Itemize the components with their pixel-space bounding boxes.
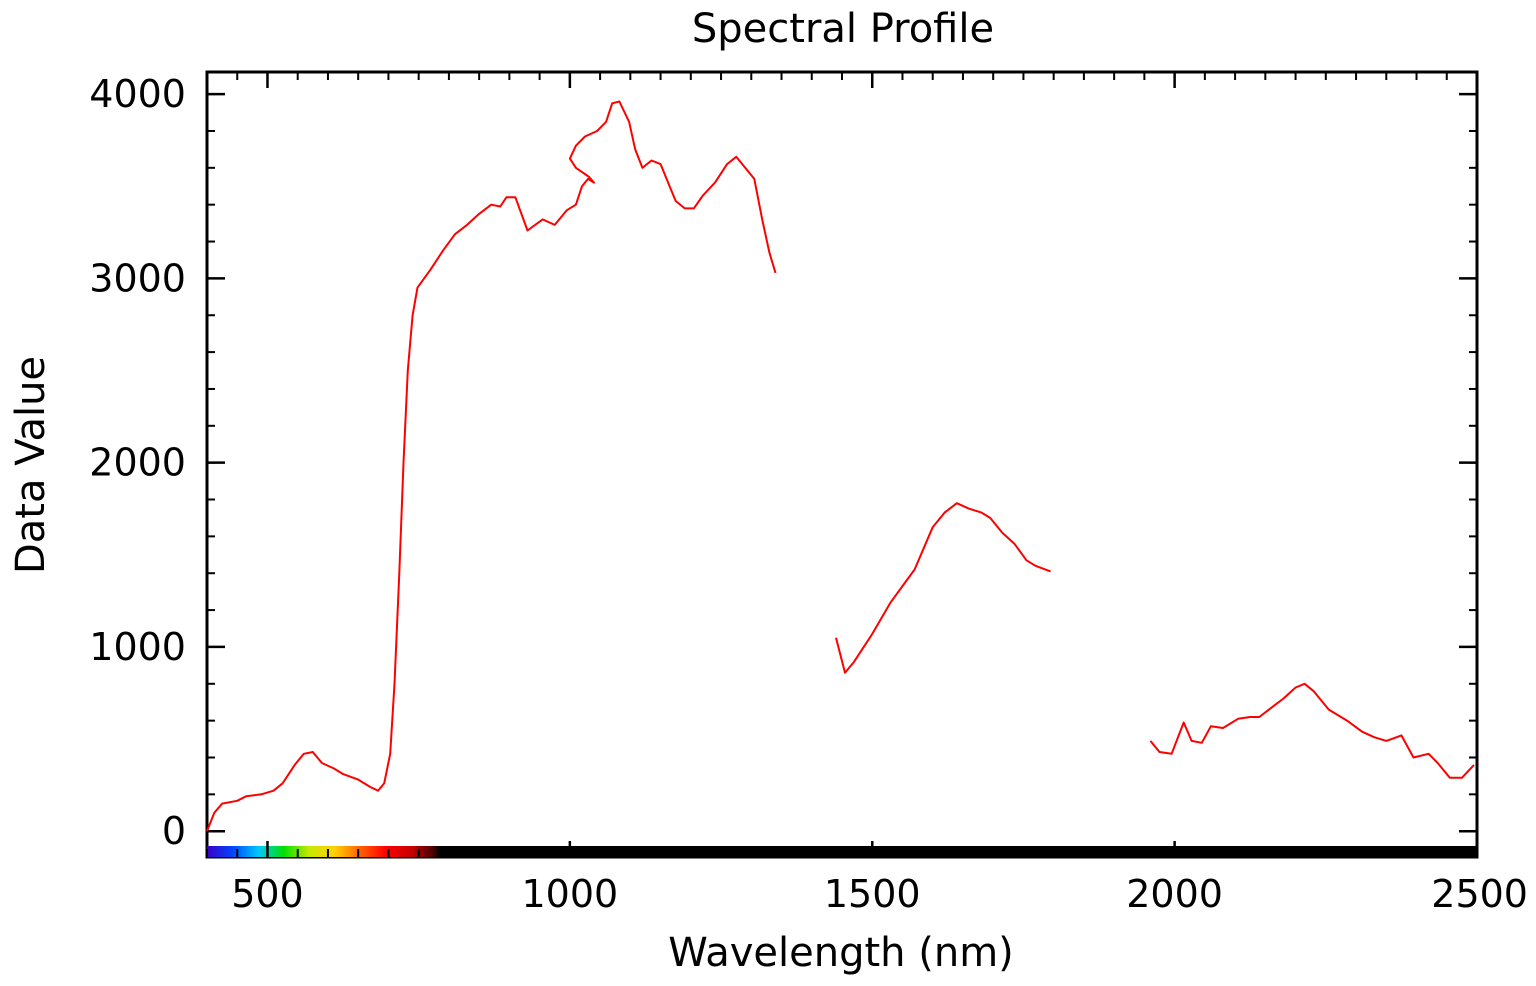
chart-title: Spectral Profile	[692, 6, 994, 52]
x-tick-label: 2500	[1431, 872, 1528, 916]
series-layer	[206, 100, 1475, 832]
y-tick-label: 4000	[89, 72, 186, 116]
x-tick-label: 1500	[824, 872, 921, 916]
series-line-segment-2	[835, 502, 1051, 674]
x-tick-label: 1000	[521, 872, 618, 916]
y-tick-label: 3000	[89, 256, 186, 300]
spectrum-bar-visible-range	[207, 846, 437, 857]
x-axis-label: Wavelength (nm)	[668, 930, 1014, 976]
x-tick-label: 2000	[1126, 872, 1223, 916]
plot-area	[205, 70, 1479, 859]
y-axis-label: Data Value	[8, 356, 54, 574]
x-tick-label: 500	[231, 872, 304, 916]
x-tick-labels: 500 1000 1500 2000 2500	[231, 872, 1528, 916]
y-tick-labels: 0 1000 2000 3000 4000	[89, 72, 186, 853]
minor-ticks	[206, 72, 1478, 857]
series-line-segment-1	[206, 100, 777, 832]
series-line-segment-3	[1149, 682, 1475, 779]
y-tick-label: 1000	[89, 625, 186, 669]
y-tick-label: 2000	[89, 441, 186, 485]
major-ticks	[207, 72, 1479, 857]
y-tick-label: 0	[162, 809, 186, 853]
plot-frame	[205, 70, 1479, 859]
